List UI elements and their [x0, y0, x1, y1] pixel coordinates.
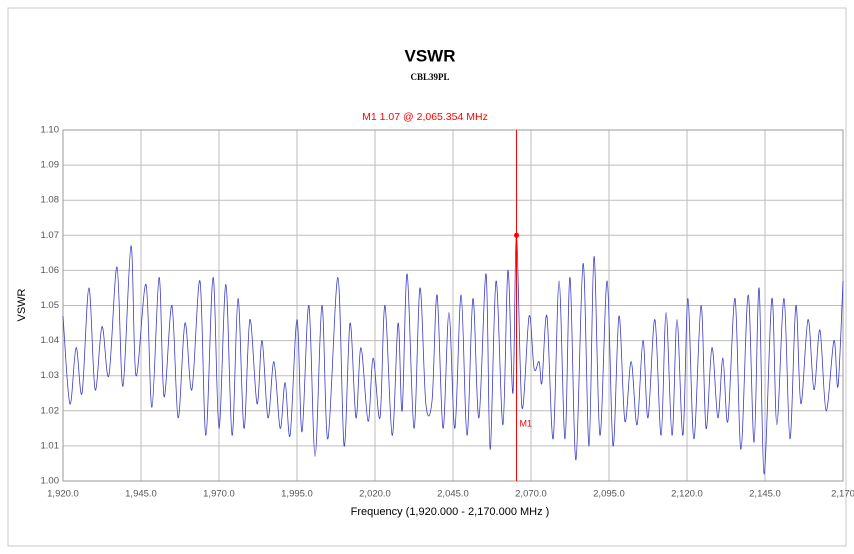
- x-tick-label: 1,920.0: [47, 489, 79, 500]
- chart-title: VSWR: [405, 46, 456, 65]
- marker-annotation: M1 1.07 @ 2,065.354 MHz: [362, 111, 488, 123]
- marker-name: M1: [520, 418, 533, 428]
- y-axis-label: VSWR: [16, 288, 28, 321]
- y-tick-label: 1.03: [41, 370, 60, 381]
- x-tick-label: 2,145.0: [749, 489, 781, 500]
- y-tick-label: 1.10: [41, 125, 60, 136]
- y-tick-label: 1.04: [41, 335, 60, 346]
- y-tick-label: 1.09: [41, 160, 60, 171]
- series-line: [62, 234, 844, 475]
- x-axis-label: Frequency (1,920.000 - 2,170.000 MHz ): [351, 506, 550, 518]
- x-tick-label: 2,120.0: [671, 489, 703, 500]
- plot-border: [62, 129, 844, 482]
- y-tick-label: 1.07: [41, 230, 60, 241]
- x-tick-label: 2,070.0: [515, 489, 547, 500]
- marker-point: [514, 232, 520, 238]
- y-tick-label: 1.08: [41, 195, 60, 206]
- x-tick-label: 1,945.0: [125, 489, 157, 500]
- chart-subtitle: CBL39PL: [410, 72, 449, 82]
- x-tick-label: 2,045.0: [437, 489, 469, 500]
- y-tick-label: 1.01: [41, 440, 60, 451]
- x-tick-label: 2,020.0: [359, 489, 391, 500]
- x-tick-label: 1,995.0: [281, 489, 313, 500]
- x-tick-label: 2,170: [831, 489, 854, 500]
- x-tick-label: 2,095.0: [593, 489, 625, 500]
- y-tick-label: 1.05: [41, 300, 60, 311]
- frame: [7, 7, 847, 547]
- y-tick-label: 1.02: [41, 405, 60, 416]
- y-tick-label: 1.00: [41, 476, 60, 487]
- y-tick-label: 1.06: [41, 265, 60, 276]
- x-tick-label: 1,970.0: [203, 489, 235, 500]
